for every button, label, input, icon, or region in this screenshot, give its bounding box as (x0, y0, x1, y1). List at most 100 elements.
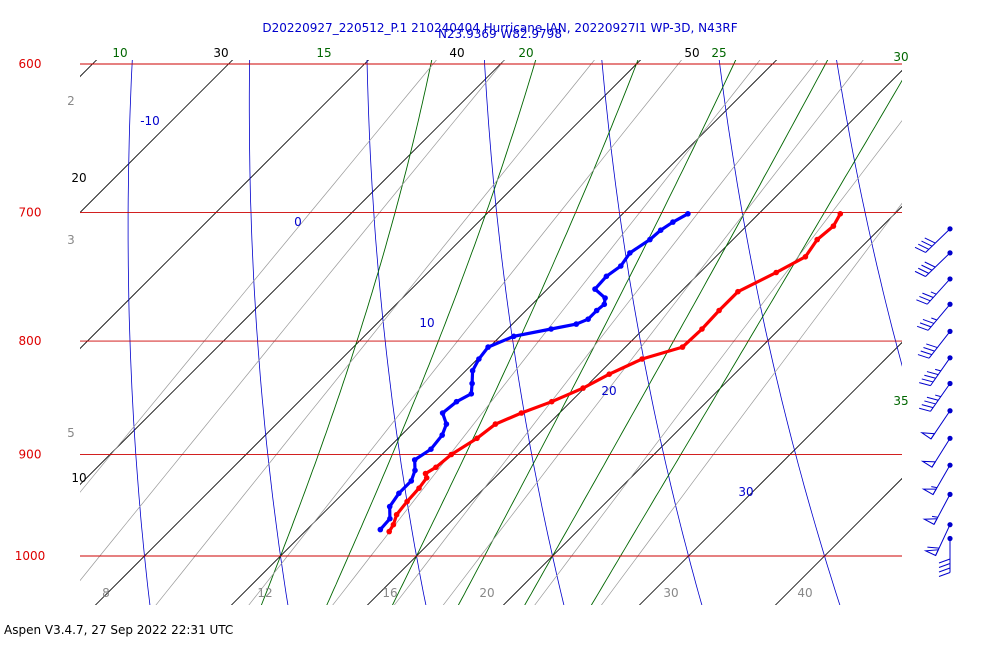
isotherm-line (94, 60, 642, 605)
dewpoint-point (603, 273, 610, 280)
chart-title: D20220927_220512_P.1 210240404 Hurricane… (262, 21, 737, 35)
dewpoint-point (601, 301, 608, 308)
dewpoint-point (511, 333, 517, 340)
temperature-profile-line (387, 213, 842, 533)
temperature-point (518, 410, 525, 416)
mixing-ratio-label: 20 (479, 586, 494, 600)
wind-barb (920, 435, 953, 468)
wind-barb-pennant (920, 432, 936, 440)
temperature-point (422, 470, 429, 477)
dewpoint-point (670, 219, 676, 225)
dry-adiabat-line (836, 60, 902, 367)
isotherm-line (774, 477, 902, 605)
mixing-ratio-line (332, 60, 761, 605)
wind-barb-feather (926, 371, 939, 376)
dewpoint-point (408, 478, 415, 484)
temperature-point (830, 223, 837, 229)
dewpoint-point (602, 295, 608, 301)
dewpoint-point (548, 326, 554, 332)
wind-barb-feather (918, 267, 929, 274)
mixing-ratio-label: 30 (663, 586, 678, 600)
moist-adiabat-label: 20 (518, 46, 533, 60)
isotherm-top-label: 40 (449, 46, 464, 60)
wind-barb (917, 328, 953, 359)
wind-barb (923, 522, 953, 557)
temperature-point (814, 236, 820, 243)
dewpoint-point (412, 467, 418, 474)
wind-barb-staff (926, 278, 951, 305)
moist-adiabat-line (326, 60, 537, 605)
isobar-label: 600 (19, 57, 42, 71)
wind-barb (914, 226, 953, 253)
wind-barb-staff (930, 357, 951, 386)
wind-barb-feather (916, 299, 928, 305)
dewpoint-point (573, 321, 580, 327)
wind-barb-feather (917, 354, 930, 359)
dewpoint-point (485, 344, 491, 350)
mixing-ratio-label: 5 (67, 426, 75, 440)
dewpoint-point (443, 421, 450, 427)
temperature-point (699, 326, 705, 332)
dewpoint-point (411, 457, 418, 463)
temperature-point (433, 464, 439, 471)
wind-barb-feather (924, 400, 936, 405)
wind-barb-feather (923, 347, 935, 352)
mixing-ratio-label: 16 (382, 586, 397, 600)
isotherm-line (80, 60, 234, 214)
dry-adiabat-line (2, 31, 17, 630)
dewpoint-point (396, 490, 402, 497)
temperature-point (404, 498, 410, 505)
wind-barb-staff (928, 331, 951, 359)
wind-barb (938, 535, 953, 577)
wind-barb-feather (927, 546, 940, 549)
wind-barb-feather (919, 407, 931, 412)
mixing-ratio-label: 2 (67, 94, 75, 108)
mixing-ratio-label: 12 (257, 586, 272, 600)
dry-adiabat-line (127, 60, 151, 605)
isobar-label: 700 (19, 205, 42, 219)
moist-adiabat-line (391, 60, 639, 605)
dewpoint-point (647, 236, 653, 243)
dewpoint-point (439, 432, 446, 438)
dewpoint-point (469, 380, 475, 387)
wind-barb (916, 276, 953, 305)
isotherm-label: 10 (71, 471, 86, 485)
dewpoint-point (468, 391, 475, 397)
wind-barb-feather (938, 567, 951, 573)
temperature-point (639, 356, 645, 362)
isotherm-label: 20 (71, 171, 86, 185)
temperature-point (716, 307, 722, 314)
wind-barb-pennant (923, 549, 940, 557)
dewpoint-point (387, 515, 393, 522)
temperature-point (837, 211, 844, 217)
wind-barb-staff (925, 252, 951, 277)
mixing-ratio-line (80, 60, 505, 582)
isobar-label: 800 (19, 334, 42, 348)
wind-barb-feather (924, 237, 936, 244)
moist-adiabat-line (457, 60, 737, 605)
dewpoint-point (377, 526, 384, 533)
dewpoint-point (592, 286, 598, 292)
wind-barb-half-feather (931, 486, 938, 489)
wind-barb-feather (919, 322, 932, 328)
moist-adiabat-label: 10 (112, 46, 127, 60)
dry-adiabat-line (949, 31, 1000, 630)
wind-barb-feather (921, 378, 934, 383)
temperature-point (548, 398, 555, 405)
wind-barb (919, 380, 953, 412)
dewpoint-point (685, 211, 691, 217)
moist-adiabat-label: 25 (711, 46, 726, 60)
temperature-point (492, 421, 499, 427)
temperature-point (580, 385, 586, 391)
wind-barb-feather (916, 325, 929, 331)
dewpoint-point (618, 263, 624, 269)
wind-barb-feather (938, 572, 951, 577)
mixing-ratio-line (248, 60, 682, 605)
dewpoint-point (469, 367, 476, 374)
wind-barb-pennant (920, 460, 937, 468)
dewpoint-point (476, 356, 482, 362)
moist-adiabat-line (524, 60, 829, 605)
wind-barb-half-feather (931, 515, 938, 518)
isobar-label: 1000 (15, 549, 46, 563)
